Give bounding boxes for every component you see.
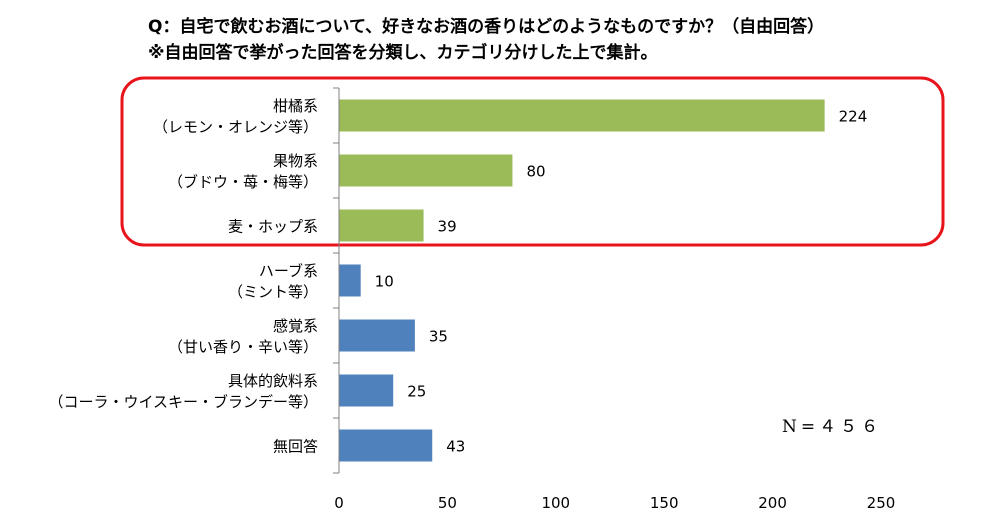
- data-label-5: 25: [407, 383, 426, 401]
- category-label-3-line-1: （ミント等）: [228, 283, 318, 301]
- data-label-6: 43: [446, 438, 465, 456]
- category-label-1-line-1: （ブドウ・苺・梅等）: [168, 173, 318, 191]
- highlight-frame: [120, 76, 945, 247]
- category-label-2-line-0: 麦・ホップ系: [228, 218, 318, 236]
- category-label-1-line-0: 果物系: [273, 152, 318, 170]
- category-label-4-line-0: 感覚系: [273, 317, 318, 335]
- bar-2: [339, 209, 424, 242]
- x-tick-label-5: 250: [867, 494, 896, 512]
- bar-4: [339, 319, 415, 352]
- category-label-5-line-1: （コーラ・ウイスキー・ブランデー等）: [48, 393, 318, 411]
- x-tick-label-2: 100: [541, 494, 570, 512]
- data-label-2: 39: [438, 218, 457, 236]
- chart-title-line-2: ※自由回答で挙がった回答を分類し、カテゴリ分けした上で集計。: [148, 43, 658, 63]
- data-label-1: 80: [526, 163, 545, 181]
- category-label-3-line-0: ハーブ系: [259, 262, 318, 280]
- data-label-4: 35: [429, 328, 448, 346]
- category-label-0-line-1: （レモン・オレンジ等）: [153, 118, 318, 136]
- x-tick-label-3: 150: [650, 494, 679, 512]
- x-tick-label-0: 0: [334, 494, 344, 512]
- chart-title-line-1: Q：自宅で飲むお酒について、好きなお酒の香りはどのようなものですか？（自由回答）: [148, 17, 825, 37]
- bar-0: [339, 99, 825, 132]
- bar-3: [339, 264, 361, 297]
- x-tick-label-4: 200: [758, 494, 787, 512]
- category-label-5-line-0: 具体的飲料系: [228, 372, 318, 390]
- category-label-6-line-0: 無回答: [273, 438, 318, 456]
- bar-6: [339, 429, 433, 462]
- data-label-0: 224: [839, 108, 868, 126]
- data-label-3: 10: [375, 273, 394, 291]
- bar-5: [339, 374, 394, 407]
- sample-size-note: N=４５６: [782, 417, 883, 437]
- category-label-0-line-0: 柑橘系: [273, 97, 318, 115]
- category-label-4-line-1: （甘い香り・辛い等）: [168, 338, 318, 356]
- x-tick-label-1: 50: [438, 494, 457, 512]
- bar-1: [339, 154, 513, 187]
